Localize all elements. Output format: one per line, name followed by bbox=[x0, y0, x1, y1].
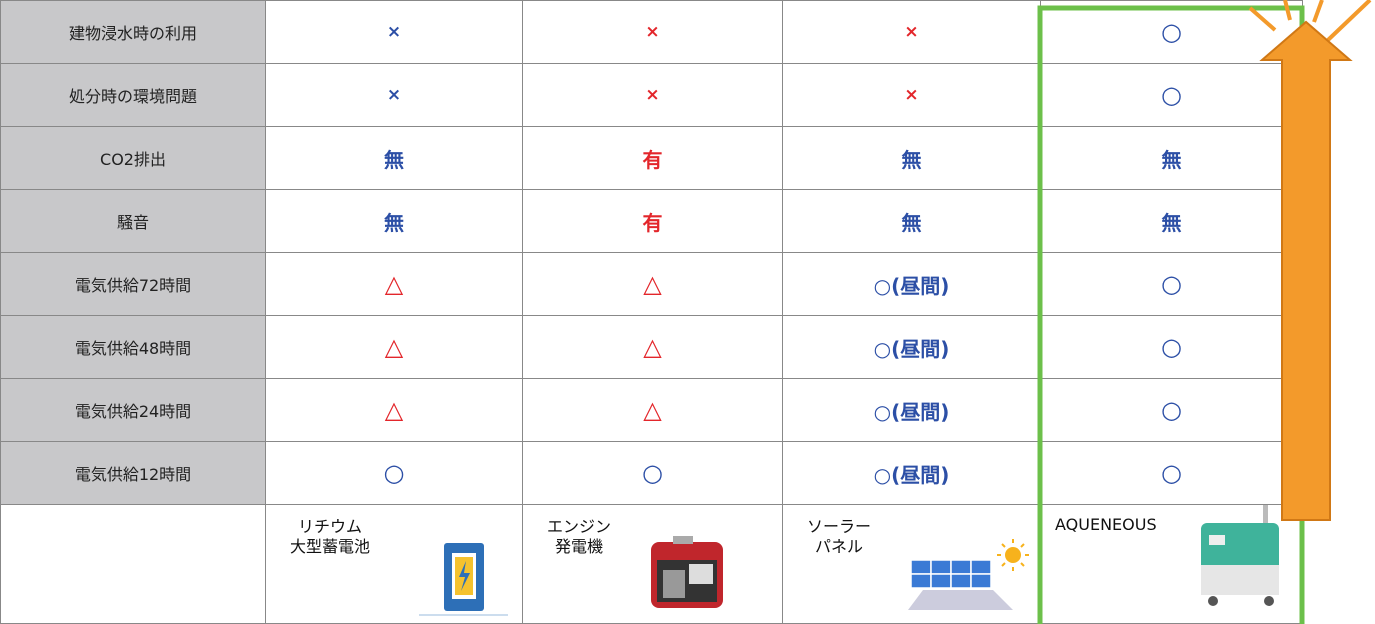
cell: △ bbox=[265, 315, 523, 379]
cell: 無 bbox=[782, 126, 1041, 190]
cell: ○(昼間) bbox=[782, 315, 1041, 379]
cell: × bbox=[522, 63, 783, 127]
cell: 無 bbox=[1040, 189, 1303, 253]
cell: ○ bbox=[1040, 315, 1303, 379]
row-label: 処分時の環境問題 bbox=[0, 63, 266, 127]
cell: ○ bbox=[522, 441, 783, 505]
cell: ○ bbox=[1040, 63, 1303, 127]
product-icon bbox=[1201, 505, 1279, 606]
product-name-line: エンジン bbox=[547, 517, 612, 536]
cell: ○(昼間) bbox=[782, 441, 1041, 505]
table-body: 建物浸水時の利用 × × × ○ 処分時の環境問題 × × × ○ CO2排出無有無無騒音無有無無電… bbox=[0, 0, 1303, 624]
cell: 有 bbox=[522, 189, 783, 253]
row-label: 電気供給72時間 bbox=[0, 252, 266, 316]
cell: △ bbox=[265, 252, 523, 316]
table-row: 電気供給72時間 △ △ ○(昼間) ○ bbox=[0, 252, 1303, 316]
product-name: AQUENEOUS bbox=[1055, 515, 1157, 535]
row-label: 建物浸水時の利用 bbox=[0, 0, 266, 64]
product-cell: エンジン 発電機 bbox=[522, 504, 783, 624]
row-label: 電気供給24時間 bbox=[0, 378, 266, 442]
product-icon bbox=[419, 543, 508, 616]
product-name: リチウム 大型蓄電池 bbox=[290, 517, 370, 557]
product-row: リチウム 大型蓄電池 エンジン 発電機 ソーラー パネル AQUENEOUS bbox=[0, 504, 1303, 624]
cell: ○ bbox=[265, 441, 523, 505]
cell: △ bbox=[265, 378, 523, 442]
product-cell: AQUENEOUS bbox=[1040, 504, 1303, 624]
table-row: 電気供給48時間 △ △ ○(昼間) ○ bbox=[0, 315, 1303, 379]
product-name-line: ソーラー bbox=[807, 517, 872, 536]
row-label: 電気供給48時間 bbox=[0, 315, 266, 379]
comparison-table: 建物浸水時の利用 × × × ○ 処分時の環境問題 × × × ○ CO2排出無有無無騒音無有無無電… bbox=[0, 0, 1303, 624]
cell: ○ bbox=[1040, 252, 1303, 316]
cell: × bbox=[522, 0, 783, 64]
cell: 無 bbox=[782, 189, 1041, 253]
cell: × bbox=[265, 63, 523, 127]
cell: × bbox=[782, 63, 1041, 127]
row-label: 騒音 bbox=[0, 189, 266, 253]
product-name-line: AQUENEOUS bbox=[1055, 515, 1157, 534]
cell: ○(昼間) bbox=[782, 378, 1041, 442]
product-name: エンジン 発電機 bbox=[547, 517, 611, 557]
table-row: 処分時の環境問題 × × × ○ bbox=[0, 63, 1303, 127]
product-name: ソーラー パネル bbox=[807, 517, 871, 557]
cell: △ bbox=[522, 315, 783, 379]
product-icon bbox=[651, 536, 723, 608]
cell: △ bbox=[522, 252, 783, 316]
table-row: CO2排出無有無無 bbox=[0, 126, 1303, 190]
product-name-line: 発電機 bbox=[555, 537, 604, 556]
row-label: 電気供給12時間 bbox=[0, 441, 266, 505]
cell: ○ bbox=[1040, 441, 1303, 505]
table-row: 電気供給12時間 ○ ○ ○(昼間) ○ bbox=[0, 441, 1303, 505]
product-name-line: パネル bbox=[815, 537, 864, 556]
product-icon bbox=[908, 539, 1029, 610]
table-row: 電気供給24時間 △ △ ○(昼間) ○ bbox=[0, 378, 1303, 442]
row-label: CO2排出 bbox=[0, 126, 266, 190]
product-cell: ソーラー パネル bbox=[782, 504, 1041, 624]
cell: × bbox=[782, 0, 1041, 64]
table-row: 建物浸水時の利用 × × × ○ bbox=[0, 0, 1303, 64]
cell: 無 bbox=[1040, 126, 1303, 190]
product-name-line: 大型蓄電池 bbox=[290, 537, 371, 556]
cell: 無 bbox=[265, 126, 523, 190]
cell: ○ bbox=[1040, 0, 1303, 64]
cell: 有 bbox=[522, 126, 783, 190]
product-name-line: リチウム bbox=[298, 517, 363, 536]
cell: ○ bbox=[1040, 378, 1303, 442]
empty-cell bbox=[0, 504, 266, 624]
product-cell: リチウム 大型蓄電池 bbox=[265, 504, 523, 624]
cell: × bbox=[265, 0, 523, 64]
cell: △ bbox=[522, 378, 783, 442]
cell: 無 bbox=[265, 189, 523, 253]
table-row: 騒音無有無無 bbox=[0, 189, 1303, 253]
cell: ○(昼間) bbox=[782, 252, 1041, 316]
